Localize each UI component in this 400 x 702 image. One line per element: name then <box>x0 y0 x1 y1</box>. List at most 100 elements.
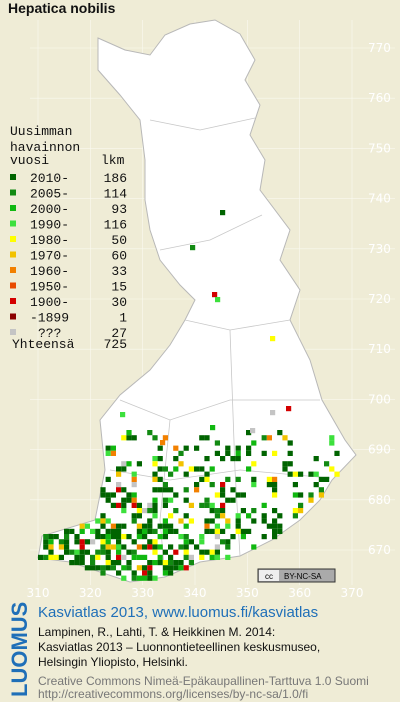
observation-cell <box>131 539 137 545</box>
observation-cell <box>53 534 59 540</box>
y-tick-label: 690 <box>368 443 391 457</box>
observation-cell <box>157 544 163 550</box>
observation-cell <box>131 497 137 503</box>
observation-cell <box>277 528 283 534</box>
observation-cell <box>199 466 205 472</box>
observation-cell <box>121 461 127 467</box>
observation-cell <box>220 487 226 493</box>
observation-cell <box>261 518 267 524</box>
observation-cell <box>110 565 116 571</box>
legend-swatch <box>10 189 16 196</box>
y-tick-label: 720 <box>368 292 391 306</box>
observation-cell <box>183 487 189 493</box>
observation-cell <box>209 549 215 555</box>
observation-cell <box>43 534 49 540</box>
observation-cell <box>220 456 226 462</box>
observation-cell <box>168 570 174 576</box>
observation-cell <box>105 476 111 482</box>
observation-cell <box>105 450 111 456</box>
observation-cell <box>152 575 158 581</box>
observation-cell <box>100 544 106 550</box>
observation-cell <box>277 430 283 436</box>
observation-cell <box>116 560 122 566</box>
observation-cell <box>136 565 142 571</box>
observation-cell <box>282 435 288 441</box>
y-tick-label: 740 <box>368 192 391 206</box>
observation-cell <box>194 466 200 472</box>
legend-swatch <box>10 298 16 304</box>
observation-cell <box>282 461 288 467</box>
observation-cell <box>126 461 132 467</box>
observation-cell <box>261 513 267 519</box>
observation-cell <box>79 560 85 566</box>
observation-cell <box>183 534 189 540</box>
observation-cell <box>209 518 215 524</box>
observation-cell <box>105 534 111 540</box>
observation-cell <box>152 528 158 534</box>
legend-label: 1950- <box>30 280 69 295</box>
observation-cell <box>100 539 106 545</box>
observation-cell <box>136 461 142 467</box>
observation-cell <box>272 450 278 456</box>
observation-cell <box>230 487 236 493</box>
map-title: Hepatica nobilis <box>8 0 116 16</box>
observation-cell <box>121 554 127 560</box>
observation-cell <box>214 528 220 534</box>
observation-cell <box>246 513 252 519</box>
observation-cell <box>121 497 127 503</box>
observation-cell <box>173 549 179 555</box>
observation-cell <box>313 482 319 488</box>
observation-cell <box>95 565 101 571</box>
observation-cell <box>308 492 314 498</box>
observation-cell <box>183 544 189 550</box>
observation-cell <box>100 513 106 519</box>
observation-cell <box>220 513 226 519</box>
legend-label: 1900- <box>30 295 69 310</box>
observation-cell <box>225 445 231 451</box>
observation-cell <box>209 502 215 508</box>
x-tick-label: 350 <box>236 586 259 600</box>
legend-count: 50 <box>111 233 127 248</box>
legend-swatch <box>10 313 16 320</box>
observation-cell <box>251 440 257 446</box>
observation-cell <box>168 497 174 503</box>
observation-cell <box>214 440 220 446</box>
observation-cell <box>235 456 241 462</box>
observation-cell <box>209 482 215 488</box>
observation-cell <box>235 513 241 519</box>
observation-cell <box>152 476 158 482</box>
observation-cell <box>136 534 142 540</box>
observation-cell <box>194 445 200 451</box>
observation-cell <box>188 518 194 524</box>
observation-cell <box>282 466 288 472</box>
observation-cell <box>225 450 231 456</box>
observation-cell <box>173 565 179 571</box>
total-label: Yhteensä <box>12 337 75 352</box>
observation-cell <box>157 523 163 529</box>
observation-cell <box>105 539 111 545</box>
observation-cell <box>90 565 96 571</box>
observation-cell <box>110 523 116 529</box>
observation-cell <box>43 539 49 545</box>
observation-cell <box>121 544 127 550</box>
observation-cell <box>152 435 158 441</box>
observation-cell <box>204 518 210 524</box>
observation-cell <box>220 482 226 488</box>
observation-cell <box>173 492 179 498</box>
observation-cell <box>121 575 127 581</box>
observation-cell <box>116 539 122 545</box>
observation-cell <box>131 570 137 576</box>
x-tick-label: 310 <box>27 586 50 600</box>
observation-cell <box>74 549 80 555</box>
observation-cell <box>266 435 272 441</box>
legend-count: 27 <box>111 326 127 341</box>
legend-count: 116 <box>104 218 127 233</box>
observation-cell <box>157 476 163 482</box>
observation-cell <box>64 539 70 545</box>
observation-cell <box>188 502 194 508</box>
observation-cell <box>157 487 163 493</box>
observation-cell <box>142 554 148 560</box>
observation-cell <box>204 456 210 462</box>
observation-cell <box>246 445 252 451</box>
observation-cell <box>74 560 80 566</box>
